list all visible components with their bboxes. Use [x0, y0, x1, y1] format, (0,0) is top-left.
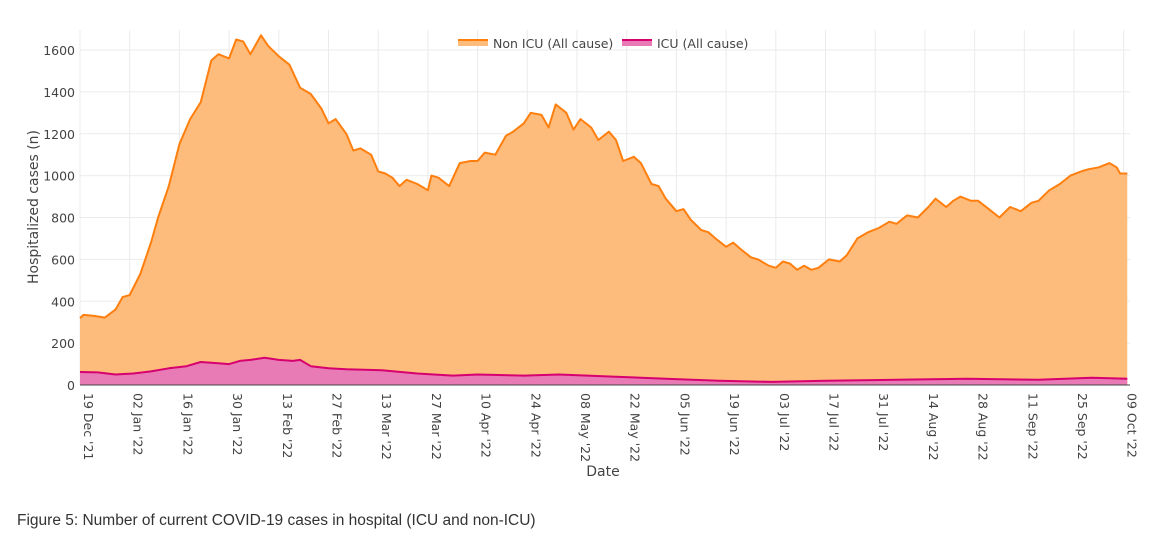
x-axis-label: Date [586, 464, 619, 480]
x-tick-label: 02 Jan '22 [131, 393, 146, 455]
y-tick-label: 1000 [43, 169, 75, 184]
figure-caption: Figure 5: Number of current COVID-19 cas… [17, 512, 536, 529]
legend-label: Non ICU (All cause) [493, 36, 613, 51]
x-tick-label: 16 Jan '22 [180, 393, 195, 455]
x-tick-label: 14 Aug '22 [926, 393, 941, 461]
x-tick-label: 22 May '22 [628, 393, 643, 462]
y-tick-label: 1400 [43, 85, 75, 100]
x-tick-label: 25 Sep '22 [1075, 393, 1090, 460]
y-tick-label: 200 [51, 336, 75, 351]
hospital-cases-chart: 0 200 400 600 800 1000 1200 1400 1600 19 Dec '21 0… [26, 30, 1140, 480]
legend: Non ICU (All cause) ICU (All cause) [458, 36, 748, 51]
legend-swatch [622, 39, 652, 46]
y-tick-label: 1600 [43, 43, 75, 58]
x-tick-label: 17 Jul '22 [827, 393, 842, 451]
x-tick-label: 31 Jul '22 [876, 393, 891, 451]
y-tick-label: 600 [51, 252, 75, 267]
x-tick-label: 19 Jun '22 [727, 393, 742, 456]
x-tick-label: 10 Apr '22 [479, 393, 494, 458]
line-non-icu [79, 34, 1128, 319]
legend-label: ICU (All cause) [657, 36, 748, 51]
x-tick-label: 28 Aug '22 [976, 393, 991, 461]
series-layer [79, 34, 1128, 386]
y-axis-label: Hospitalized cases (n) [26, 130, 42, 284]
area-non-icu [80, 35, 1128, 386]
x-tick-label: 13 Mar '22 [379, 393, 394, 460]
x-tick-label: 11 Sep '22 [1025, 393, 1040, 460]
legend-swatch [458, 39, 488, 46]
x-tick-label: 09 Oct '22 [1125, 393, 1140, 458]
y-tick-label: 1200 [43, 127, 75, 142]
x-tick-label: 19 Dec '21 [81, 393, 96, 460]
x-tick-label: 03 Jul '22 [777, 393, 792, 451]
area-icu [80, 357, 1128, 385]
x-tick-label: 13 Feb '22 [280, 393, 295, 458]
x-tick-label: 24 Apr '22 [528, 393, 543, 458]
x-tick-label: 08 May '22 [578, 393, 593, 462]
y-tick-label: 800 [51, 211, 75, 226]
line-icu [79, 356, 1128, 383]
axes: 0 200 400 600 800 1000 1200 1400 1600 19 Dec '21 0… [43, 43, 1140, 462]
x-tick-label: 30 Jan '22 [230, 393, 245, 455]
y-tick-label: 0 [67, 378, 75, 393]
x-tick-label: 27 Mar '22 [429, 393, 444, 460]
x-tick-label: 05 Jun '22 [677, 393, 692, 456]
y-tick-label: 400 [51, 294, 75, 309]
x-tick-label: 27 Feb '22 [330, 393, 345, 458]
